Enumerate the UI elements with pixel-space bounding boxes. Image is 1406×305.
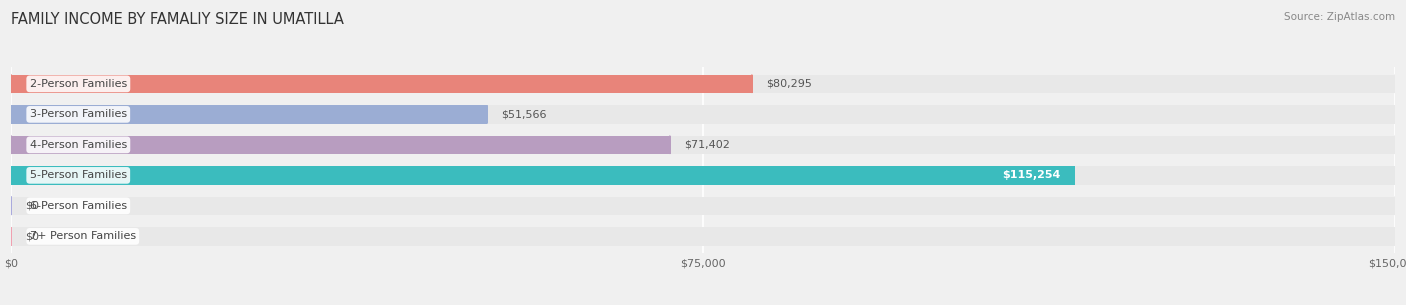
Bar [11,75,1395,93]
Text: $0: $0 [25,201,39,211]
Text: FAMILY INCOME BY FAMALIY SIZE IN UMATILLA: FAMILY INCOME BY FAMALIY SIZE IN UMATILL… [11,12,344,27]
Bar [11,166,1395,185]
Text: Source: ZipAtlas.com: Source: ZipAtlas.com [1284,12,1395,22]
Text: $80,295: $80,295 [766,79,811,89]
Text: $51,566: $51,566 [501,109,546,119]
Text: 2-Person Families: 2-Person Families [30,79,127,89]
Bar [11,166,1074,185]
Text: 3-Person Families: 3-Person Families [30,109,127,119]
Text: $115,254: $115,254 [1002,170,1060,180]
Text: $71,402: $71,402 [683,140,730,150]
Text: 4-Person Families: 4-Person Families [30,140,127,150]
Text: $0: $0 [25,231,39,241]
Bar [11,197,1395,215]
Bar [11,227,1395,246]
Text: 7+ Person Families: 7+ Person Families [30,231,136,241]
Text: 5-Person Families: 5-Person Families [30,170,127,180]
Text: 6-Person Families: 6-Person Families [30,201,127,211]
Bar [11,75,752,93]
Bar [11,136,1395,154]
Bar [11,105,486,124]
Bar [11,136,669,154]
Bar [11,105,1395,124]
